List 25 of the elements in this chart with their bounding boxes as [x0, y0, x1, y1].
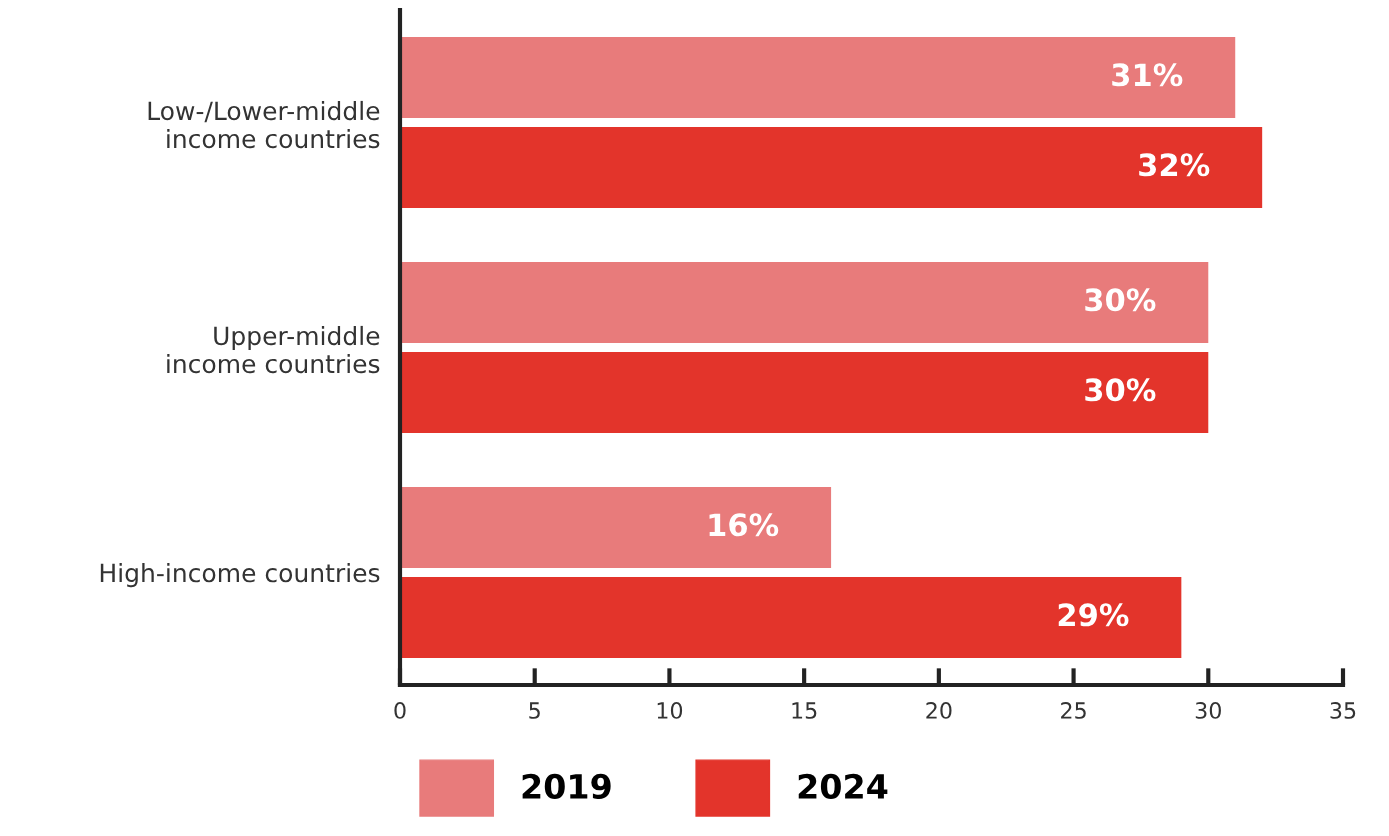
data-label: 16%	[709, 513, 779, 537]
bar	[400, 487, 832, 568]
x-tick-label: 5	[529, 702, 540, 719]
data-label: 32%	[1139, 153, 1210, 177]
bar	[400, 37, 1236, 118]
data-label: 31%	[1112, 63, 1183, 87]
bar	[400, 352, 1209, 433]
y-tick-label: Upper-middle income countries	[167, 325, 380, 374]
data-label: 30%	[1085, 288, 1156, 312]
x-tick-label: 20	[926, 702, 952, 719]
x-tick-label: 30	[1195, 702, 1221, 719]
legend-label: 2024	[798, 773, 888, 799]
bar	[400, 127, 1263, 208]
x-tick-label: 10	[657, 702, 683, 719]
y-tick-label: Low-/Lower-middle income countries	[148, 100, 380, 149]
y-tick-label: High-income countries	[100, 563, 380, 588]
x-tick-label: 0	[394, 702, 406, 719]
bar	[400, 262, 1209, 343]
x-tick-label: 35	[1330, 702, 1356, 719]
bar	[400, 577, 1182, 658]
data-label: 29%	[1058, 603, 1129, 627]
x-tick-label: 25	[1061, 702, 1086, 719]
x-tick-label: 15	[792, 702, 817, 719]
legend-label: 2019	[522, 773, 611, 799]
data-label: 30%	[1085, 378, 1156, 402]
